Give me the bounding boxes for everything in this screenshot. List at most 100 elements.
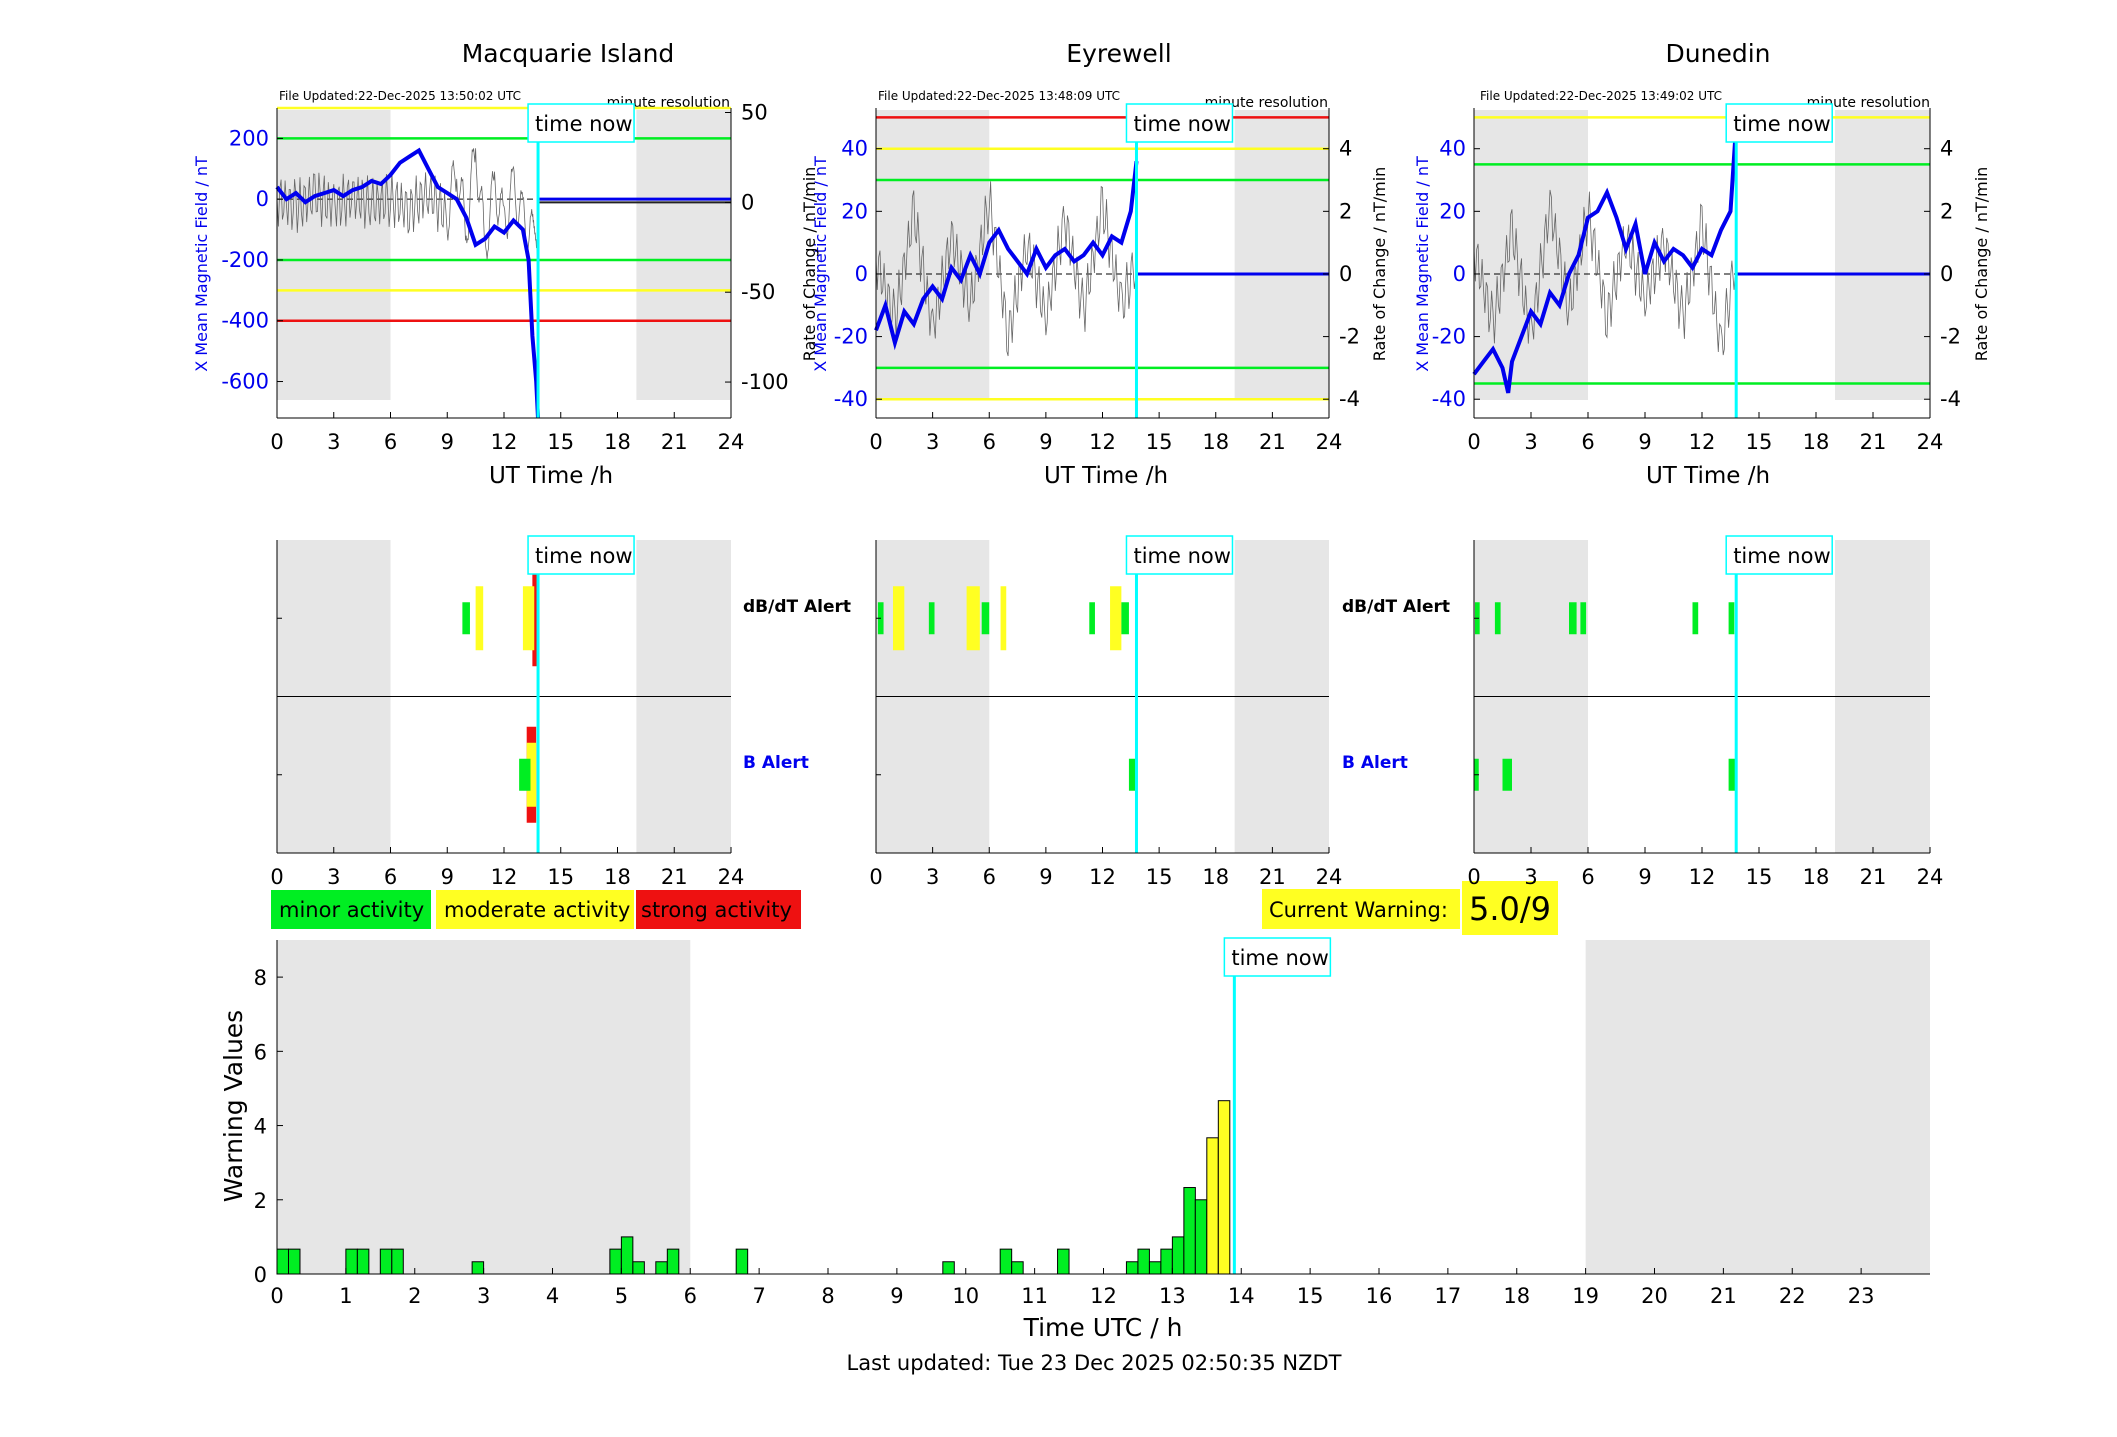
warning-bar <box>632 1261 645 1275</box>
warning-bar <box>1183 1187 1196 1275</box>
y2-tick-label: -100 <box>741 370 789 394</box>
dbdt-event-minor <box>462 602 470 635</box>
now-marker-box <box>1125 535 1234 575</box>
y-tick-label: -400 <box>221 309 269 333</box>
field-series <box>874 160 1139 351</box>
warning-bar <box>620 1236 634 1275</box>
x-tick-label: 11 <box>1021 1284 1048 1308</box>
x-tick-label: 21 <box>1860 430 1887 454</box>
current-warning: Current Warning: 5.0/9 <box>1262 881 1558 935</box>
now-marker-box <box>1125 103 1234 143</box>
x-tick-label: 12 <box>1090 1284 1117 1308</box>
x-tick-label: 9 <box>441 430 454 454</box>
rate-of-change-series <box>875 181 1136 357</box>
x-tick-label: 15 <box>547 865 574 889</box>
dbdt-event-minor <box>1580 602 1587 635</box>
dbdt-event-minor <box>1494 602 1501 635</box>
y2-tick-label: 0 <box>1940 262 1953 286</box>
b-event-moderate <box>526 742 537 807</box>
x-tick-label: 0 <box>1467 865 1480 889</box>
y-tick-label: 6 <box>254 1040 267 1064</box>
warning-chart-xlabel: Time UTC / h <box>1023 1313 1183 1342</box>
x-tick-label: 15 <box>1746 865 1773 889</box>
x-tick-label: 18 <box>1503 1284 1530 1308</box>
field-series <box>275 147 540 419</box>
right-ylabel-dunedin: Rate of Change / nT/min <box>1972 167 1991 362</box>
now-marker-label: time now <box>1133 112 1230 136</box>
x-tick-label: 9 <box>1039 430 1052 454</box>
dbdt-event-moderate <box>475 586 484 651</box>
warning-bar <box>471 1261 485 1275</box>
y2-tick-label: -2 <box>1940 325 1961 349</box>
x-tick-label: 0 <box>1467 430 1480 454</box>
dbdt-event-strong <box>532 570 539 667</box>
x-tick-label: 24 <box>1917 430 1944 454</box>
y-tick-label: -200 <box>221 248 269 272</box>
legend-moderate-swatch <box>436 890 634 929</box>
night-shading <box>1585 940 1930 1274</box>
x-tick-label: 3 <box>327 430 340 454</box>
y2-tick-label: 4 <box>1940 137 1953 161</box>
y-tick-label: -40 <box>1432 387 1466 411</box>
x-tick-label: 21 <box>1259 430 1286 454</box>
x-tick-label: 9 <box>1638 430 1651 454</box>
station-chart-0: time now 0 3 6 9 12 15 18 21 24 -600 -400 -200 0 200 -1… <box>221 100 788 454</box>
night-shading <box>1474 110 1588 400</box>
warning-bar <box>276 1248 289 1275</box>
activity-legend: minor activity moderate activity strong … <box>271 890 801 929</box>
x-tick-label: 15 <box>1746 430 1773 454</box>
x-tick-label: 12 <box>491 865 518 889</box>
x-tick-label: 21 <box>1860 865 1887 889</box>
legend-strong-swatch <box>636 890 801 929</box>
x-tick-label: 9 <box>1638 865 1651 889</box>
legend-minor-swatch <box>271 890 431 929</box>
right-ylabel-eyrewell: Rate of Change / nT/min <box>1370 167 1389 362</box>
x-tick-label: 8 <box>821 1284 834 1308</box>
x-tick-label: 0 <box>270 865 283 889</box>
xlabel-macquarie: UT Time /h <box>489 463 613 489</box>
now-marker-label: time now <box>1733 544 1830 568</box>
left-ylabel-eyrewell: X Mean Magnetic Field / nT <box>811 156 830 372</box>
xlabel-eyrewell: UT Time /h <box>1044 463 1168 489</box>
warning-bar <box>942 1261 955 1275</box>
resolution-label-eyrewell: minute resolution <box>1205 95 1328 111</box>
dbdt-event-moderate <box>1000 586 1007 651</box>
x-tick-label: 24 <box>718 865 745 889</box>
x-tick-label: 14 <box>1228 1284 1255 1308</box>
resolution-label-dunedin: minute resolution <box>1807 95 1930 111</box>
y2-tick-label: -2 <box>1339 325 1360 349</box>
b-event-minor <box>1128 758 1137 791</box>
x-tick-label: 19 <box>1572 1284 1599 1308</box>
left-ylabel-macquarie: X Mean Magnetic Field / nT <box>192 156 211 372</box>
x-tick-label: 3 <box>1524 865 1537 889</box>
dbdt-event-minor <box>1121 602 1129 635</box>
night-shading <box>1835 110 1930 400</box>
x-tick-label: 3 <box>1524 430 1537 454</box>
y-tick-label: 0 <box>256 187 269 211</box>
station-title-macquarie: Macquarie Island <box>462 39 675 68</box>
now-marker-label: time now <box>535 112 632 136</box>
night-shading <box>277 110 391 400</box>
dbdt-event-minor <box>928 602 935 635</box>
xlabel-dunedin: UT Time /h <box>1646 463 1770 489</box>
y-tick-label: 0 <box>1453 262 1466 286</box>
warning-bar <box>1206 1137 1219 1275</box>
y2-tick-label: 2 <box>1339 199 1352 223</box>
night-shading <box>636 110 731 400</box>
file-updated-dunedin: File Updated:22-Dec-2025 13:49:02 UTC <box>1480 89 1722 103</box>
dbdt-alert-label-macquarie: dB/dT Alert <box>743 597 851 617</box>
dbdt-event-moderate <box>1110 586 1122 651</box>
x-tick-label: 3 <box>926 430 939 454</box>
y-tick-label: 2 <box>254 1189 267 1213</box>
x-tick-label: 15 <box>547 430 574 454</box>
night-shading <box>277 940 691 1274</box>
x-tick-label: 21 <box>661 865 688 889</box>
current-warning-label-box <box>1262 889 1460 929</box>
x-tick-label: 12 <box>1089 865 1116 889</box>
warning-bar <box>288 1248 301 1275</box>
y2-tick-label: 50 <box>741 100 768 124</box>
y2-tick-label: 4 <box>1339 137 1352 161</box>
dbdt-event-minor <box>1692 602 1699 635</box>
x-tick-label: 3 <box>477 1284 490 1308</box>
b-event-minor <box>1728 758 1737 791</box>
